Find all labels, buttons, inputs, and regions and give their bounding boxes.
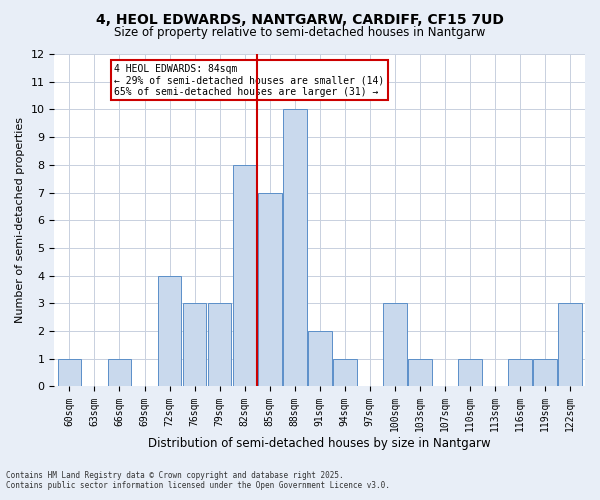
Bar	[208, 304, 232, 386]
Bar	[58, 359, 82, 386]
Bar	[182, 304, 206, 386]
Bar	[458, 359, 482, 386]
Bar	[233, 165, 257, 386]
Bar	[558, 304, 582, 386]
Bar	[107, 359, 131, 386]
Bar	[383, 304, 407, 386]
Bar	[333, 359, 356, 386]
Text: Contains HM Land Registry data © Crown copyright and database right 2025.
Contai: Contains HM Land Registry data © Crown c…	[6, 470, 390, 490]
Bar	[533, 359, 557, 386]
Bar	[158, 276, 181, 386]
Bar	[283, 110, 307, 386]
Bar	[258, 192, 281, 386]
Title: Size of property relative to semi-detached houses in Nantgarw: Size of property relative to semi-detach…	[0, 499, 1, 500]
Bar	[508, 359, 532, 386]
Text: Size of property relative to semi-detached houses in Nantgarw: Size of property relative to semi-detach…	[115, 26, 485, 39]
Y-axis label: Number of semi-detached properties: Number of semi-detached properties	[15, 117, 25, 323]
Text: 4 HEOL EDWARDS: 84sqm
← 29% of semi-detached houses are smaller (14)
65% of semi: 4 HEOL EDWARDS: 84sqm ← 29% of semi-deta…	[115, 64, 385, 97]
X-axis label: Distribution of semi-detached houses by size in Nantgarw: Distribution of semi-detached houses by …	[148, 437, 491, 450]
Text: 4, HEOL EDWARDS, NANTGARW, CARDIFF, CF15 7UD: 4, HEOL EDWARDS, NANTGARW, CARDIFF, CF15…	[96, 12, 504, 26]
Bar	[408, 359, 432, 386]
Bar	[308, 331, 332, 386]
